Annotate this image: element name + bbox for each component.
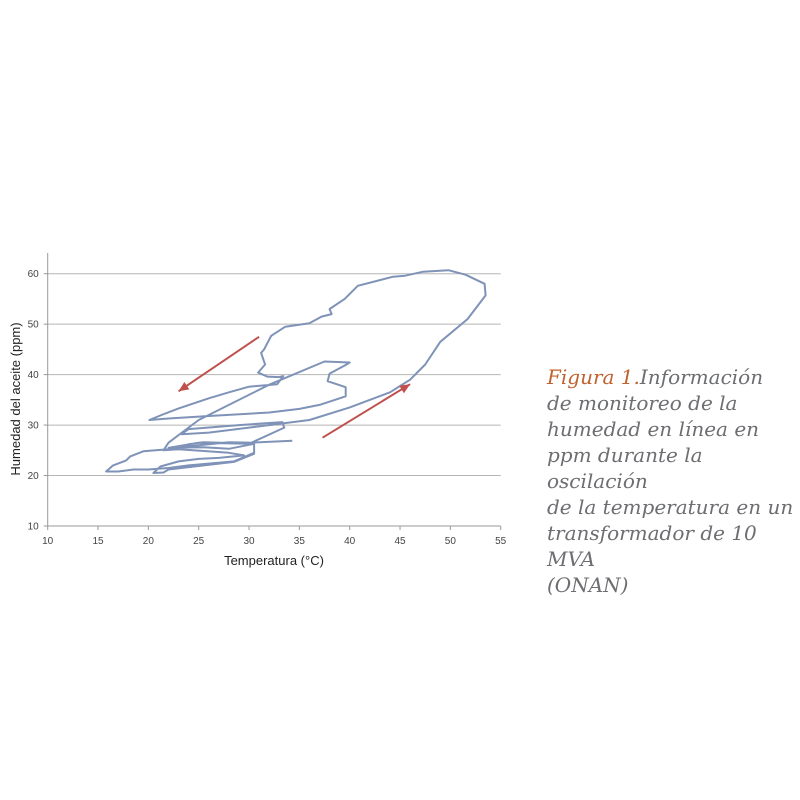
axes (43, 253, 502, 530)
series-line (105, 269, 487, 474)
caption-line-3: humedad en línea en (547, 417, 760, 441)
arrow-head-icon (399, 384, 411, 394)
arrows (178, 335, 411, 439)
x-tick-label: 10 (42, 536, 54, 547)
caption-line-7: (ONAN) (547, 573, 629, 597)
tick-labels: 10 20 30 40 50 60 10 15 20 25 30 35 40 45 50 55 (28, 269, 507, 547)
caption-line-6: transformador de 10 MVA (547, 521, 757, 571)
caption-label: Figura 1. (547, 365, 640, 389)
y-tick-label: 40 (28, 370, 40, 381)
x-tick-label: 35 (294, 536, 306, 547)
y-axis-label: Humedad del aceite (ppm) (8, 322, 23, 475)
x-tick-label: 30 (243, 536, 255, 547)
x-tick-label: 40 (344, 536, 356, 547)
x-tick-label: 55 (495, 536, 507, 547)
caption-text: Información (639, 365, 764, 389)
x-tick-label: 20 (143, 536, 155, 547)
caption-line-2: de monitoreo de la (547, 391, 738, 415)
grid (47, 273, 501, 477)
caption-line-5: de la temperatura en un (547, 495, 794, 519)
x-tick-label: 15 (92, 536, 104, 547)
caption-line-4: ppm durante la oscilación (547, 443, 703, 493)
humidity-temperature-chart: 10 20 30 40 50 60 10 15 20 25 30 35 40 45 50 55 Tempera… (8, 253, 507, 568)
caption-line-1: Figura 1.Información (547, 364, 800, 390)
y-tick-label: 10 (28, 522, 40, 533)
arrow-head-icon (178, 381, 190, 392)
y-tick-label: 60 (28, 269, 40, 280)
x-tick-label: 45 (394, 536, 406, 547)
arrow-shaft (321, 383, 411, 439)
x-axis-label: Temperatura (°C) (224, 553, 324, 568)
x-tick-label: 50 (445, 536, 457, 547)
y-tick-label: 20 (28, 471, 40, 482)
figure-caption: Figura 1.Información de monitoreo de la … (547, 364, 800, 598)
x-tick-label: 25 (193, 536, 205, 547)
y-tick-label: 50 (28, 320, 40, 331)
y-tick-label: 30 (28, 421, 40, 432)
arrow-shaft (178, 335, 260, 393)
